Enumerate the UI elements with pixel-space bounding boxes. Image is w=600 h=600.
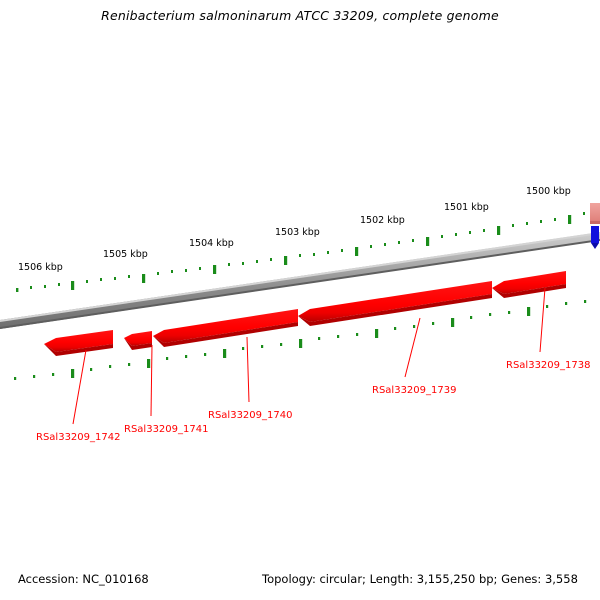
tick-label-1506: 1506 kbp bbox=[18, 262, 63, 273]
gene-label-RSal33209_1738[interactable]: RSal33209_1738 bbox=[506, 360, 590, 371]
genome-axis-highlight bbox=[0, 232, 600, 322]
genome-axis-shadow bbox=[0, 239, 600, 329]
leader-line-RSal33209_1739 bbox=[404, 317, 421, 378]
genome-axis[interactable] bbox=[0, 232, 600, 329]
gene-leader-lines bbox=[72, 287, 546, 425]
gene-feature-RSal33209_1741[interactable] bbox=[124, 331, 152, 350]
genome-summary-text: Topology: circular; Length: 3,155,250 bp… bbox=[262, 572, 578, 586]
leader-line-RSal33209_1740 bbox=[246, 336, 250, 403]
tick-label-1502: 1502 kbp bbox=[360, 215, 405, 226]
tick-label-1500: 1500 kbp bbox=[526, 186, 571, 197]
ruler-tick-labels: 1506 kbp 1505 kbp 1504 kbp 1503 kbp 1502… bbox=[18, 186, 571, 273]
gene-label-RSal33209_1742[interactable]: RSal33209_1742 bbox=[36, 432, 120, 443]
tick-label-1501: 1501 kbp bbox=[444, 202, 489, 213]
edge-feature-blue-tip bbox=[591, 243, 599, 249]
edge-feature-pink[interactable] bbox=[590, 203, 600, 224]
gene-label-RSal33209_1740[interactable]: RSal33209_1740 bbox=[208, 410, 292, 421]
leader-line-RSal33209_1741 bbox=[150, 344, 153, 417]
accession-text: Accession: NC_010168 bbox=[18, 572, 149, 586]
edge-feature-blue[interactable] bbox=[591, 226, 599, 243]
gene-track-reverse[interactable] bbox=[44, 271, 566, 356]
leader-line-RSal33209_1738 bbox=[539, 287, 546, 353]
tick-label-1504: 1504 kbp bbox=[189, 238, 234, 249]
gene-feature-RSal33209_1738[interactable] bbox=[492, 271, 566, 298]
genome-axis-body bbox=[0, 232, 600, 329]
leader-line-RSal33209_1742 bbox=[72, 349, 87, 425]
gene-feature-RSal33209_1739[interactable] bbox=[298, 281, 492, 326]
gene-feature-RSal33209_1740[interactable] bbox=[153, 309, 298, 347]
lower-tick-track bbox=[14, 300, 587, 380]
gene-label-RSal33209_1739[interactable]: RSal33209_1739 bbox=[372, 385, 456, 396]
gene-label-RSal33209_1741[interactable]: RSal33209_1741 bbox=[124, 424, 208, 435]
edge-features[interactable] bbox=[590, 203, 600, 249]
gene-feature-RSal33209_1742[interactable] bbox=[44, 330, 113, 356]
tick-label-1505: 1505 kbp bbox=[103, 249, 148, 260]
edge-feature-pink-shadow bbox=[590, 221, 600, 224]
tick-label-1503: 1503 kbp bbox=[275, 227, 320, 238]
gene-labels[interactable]: RSal33209_1742 RSal33209_1741 RSal33209_… bbox=[36, 360, 590, 443]
upper-tick-track bbox=[16, 210, 598, 292]
page-title: Renibacterium salmoninarum ATCC 33209, c… bbox=[101, 8, 499, 23]
